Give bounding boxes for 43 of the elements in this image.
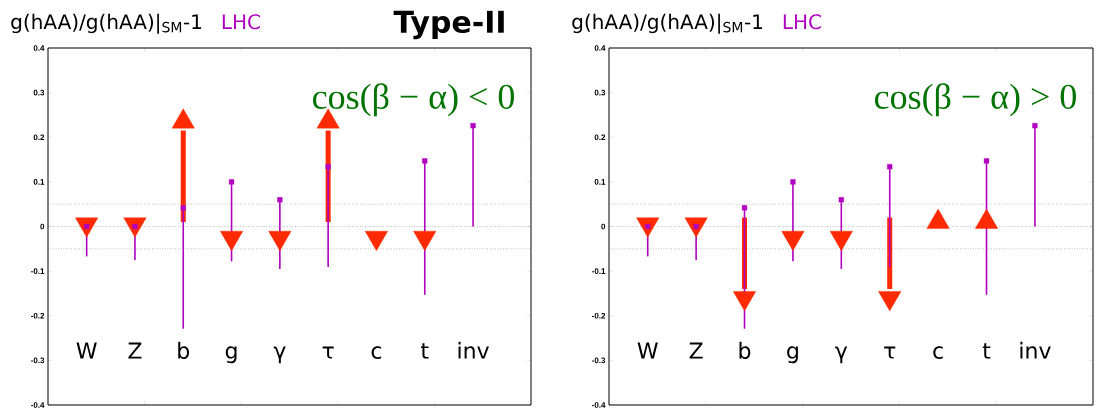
y-tick-label: 0.1 xyxy=(33,179,45,185)
category-label: τ xyxy=(322,346,334,359)
y-tick-label: -0.4 xyxy=(592,402,606,408)
y-tick-label: 0 xyxy=(601,223,606,230)
y-tick-label: 0 xyxy=(40,223,45,230)
y-tick-label: 0.2 xyxy=(33,134,45,141)
y-tick-label: 0.4 xyxy=(33,45,45,51)
annotation: cos(β − α) < 0 xyxy=(313,83,514,117)
category-label: W xyxy=(76,342,97,359)
y-tick-label: -0.2 xyxy=(31,312,45,319)
category-label: inv xyxy=(458,341,489,359)
category-label: γ xyxy=(835,346,848,364)
category-label: W xyxy=(637,342,658,359)
annotation: cos(β − α) > 0 xyxy=(874,83,1076,117)
y-tick-label: -0.1 xyxy=(592,268,606,275)
category-label: g xyxy=(787,346,798,364)
y-tick-label: -0.2 xyxy=(592,312,606,319)
y-tick-label: 0.3 xyxy=(33,89,45,96)
category-label: Z xyxy=(128,342,142,359)
category-label: inv xyxy=(1020,341,1051,359)
text: Type-II xyxy=(393,10,504,40)
y-tick-label: 0.1 xyxy=(594,179,606,185)
y-tick-label: -0.1 xyxy=(31,268,45,275)
y-tick-label: -0.3 xyxy=(31,357,45,364)
chart-title: g(hAA)/g(hAA)|$_{SM}$-1 xyxy=(572,13,763,34)
chart-title: g(hAA)/g(hAA)|$_{SM}$-1 xyxy=(11,13,202,34)
text: LHC xyxy=(222,14,260,30)
category-label: t xyxy=(982,343,991,359)
y-tick-label: 0.3 xyxy=(594,89,606,96)
text: LHC xyxy=(783,14,821,30)
y-tick-label: 0.2 xyxy=(594,134,606,141)
category-label: τ xyxy=(884,346,896,359)
category-label: t xyxy=(421,343,429,359)
y-tick-label: -0.3 xyxy=(592,357,606,364)
category-label: Z xyxy=(689,342,703,359)
category-label: b xyxy=(178,341,190,359)
category-label: γ xyxy=(273,346,286,364)
category-label: c xyxy=(933,346,943,359)
y-tick-label: 0.4 xyxy=(594,45,606,51)
category-label: c xyxy=(371,346,382,359)
category-label: b xyxy=(739,341,751,359)
y-tick-label: -0.4 xyxy=(31,402,45,408)
category-label: g xyxy=(225,346,237,364)
